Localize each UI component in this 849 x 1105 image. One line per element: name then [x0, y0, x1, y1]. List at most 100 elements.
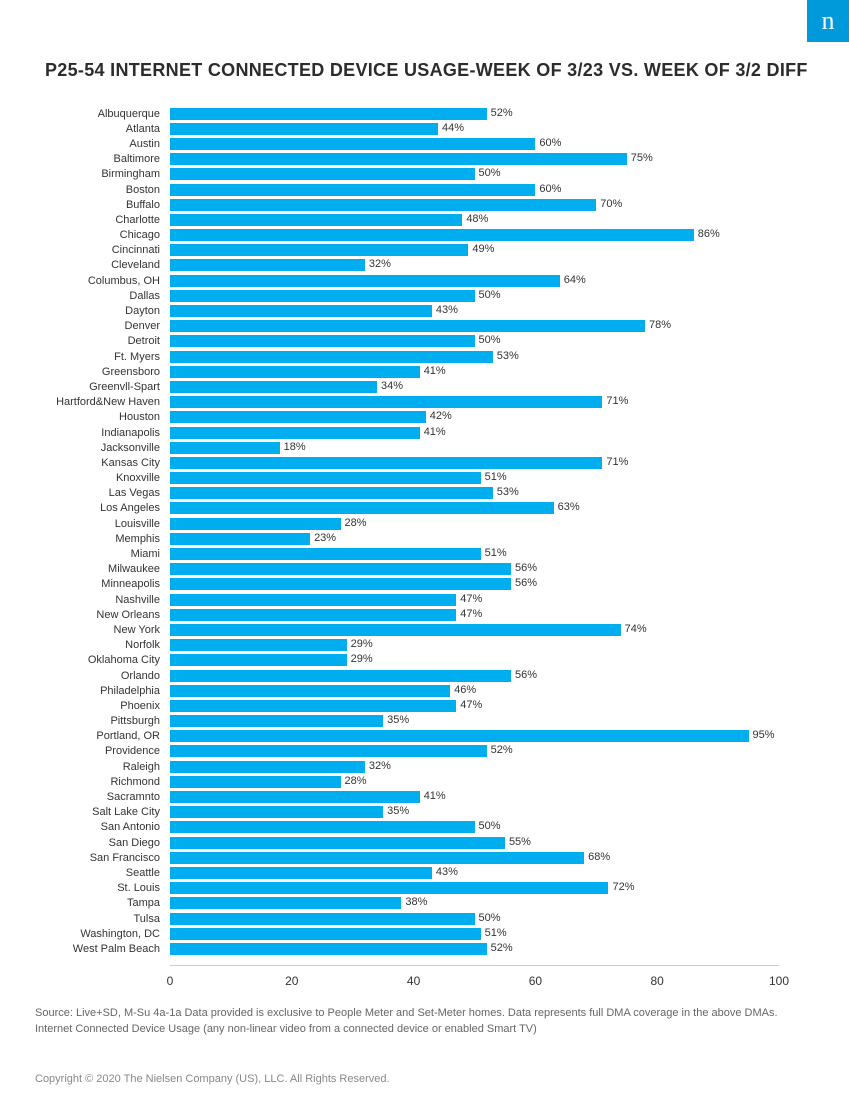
bar-value: 71% [606, 456, 628, 468]
bar-value: 47% [460, 608, 482, 620]
bar-value: 52% [491, 107, 513, 119]
x-axis: 020406080100 [170, 965, 779, 995]
bar-value: 74% [625, 623, 647, 635]
bar [170, 776, 341, 788]
bar [170, 897, 401, 909]
city-label: Jacksonville [30, 442, 165, 454]
bar [170, 290, 475, 302]
bar [170, 548, 481, 560]
bar-track: 41% [170, 427, 779, 439]
bar-track: 29% [170, 654, 779, 666]
bar-value: 34% [381, 380, 403, 392]
bar-track: 50% [170, 168, 779, 180]
bar-track: 95% [170, 730, 779, 742]
bar-row: Louisville28% [170, 516, 779, 531]
bar [170, 715, 383, 727]
city-label: Denver [30, 320, 165, 332]
city-label: Columbus, OH [30, 275, 165, 287]
bar-value: 75% [631, 152, 653, 164]
bar-track: 75% [170, 153, 779, 165]
city-label: Cincinnati [30, 244, 165, 256]
bar-value: 44% [442, 122, 464, 134]
city-label: West Palm Beach [30, 943, 165, 955]
bar-track: 50% [170, 821, 779, 833]
bar [170, 654, 347, 666]
bar [170, 229, 694, 241]
bar-row: Tulsa50% [170, 911, 779, 926]
bar-track: 47% [170, 609, 779, 621]
nielsen-logo: n [807, 0, 849, 42]
chart-title: P25-54 INTERNET CONNECTED DEVICE USAGE-W… [45, 60, 819, 81]
bar-value: 60% [539, 137, 561, 149]
bar [170, 411, 426, 423]
bar-row: Cleveland32% [170, 258, 779, 273]
bar-track: 60% [170, 184, 779, 196]
city-label: Austin [30, 138, 165, 150]
bar-row: San Francisco68% [170, 850, 779, 865]
bar [170, 351, 493, 363]
bar-row: Houston42% [170, 410, 779, 425]
city-label: Houston [30, 411, 165, 423]
bar [170, 670, 511, 682]
city-label: Buffalo [30, 199, 165, 211]
bar [170, 108, 487, 120]
source-text: Source: Live+SD, M-Su 4a-1a Data provide… [35, 1005, 799, 1038]
chart-container: n P25-54 INTERNET CONNECTED DEVICE USAGE… [0, 0, 849, 1105]
city-label: Greenvll-Spart [30, 381, 165, 393]
bar-row: Charlotte48% [170, 212, 779, 227]
bar-row: Ft. Myers53% [170, 349, 779, 364]
bar-track: 23% [170, 533, 779, 545]
city-label: New York [30, 624, 165, 636]
bar-row: Portland, OR95% [170, 729, 779, 744]
bar [170, 138, 535, 150]
bar-track: 71% [170, 457, 779, 469]
bar [170, 761, 365, 773]
bar-track: 52% [170, 745, 779, 757]
bar-row: San Antonio50% [170, 820, 779, 835]
bar [170, 457, 602, 469]
bar [170, 685, 450, 697]
bar [170, 396, 602, 408]
bar-value: 56% [515, 577, 537, 589]
bar-track: 52% [170, 108, 779, 120]
bar-value: 56% [515, 562, 537, 574]
bar [170, 821, 475, 833]
bar-value: 53% [497, 350, 519, 362]
bar-value: 35% [387, 714, 409, 726]
bar-track: 71% [170, 396, 779, 408]
city-label: Seattle [30, 867, 165, 879]
bar [170, 123, 438, 135]
city-label: Tampa [30, 897, 165, 909]
bar [170, 518, 341, 530]
bar-row: Birmingham50% [170, 167, 779, 182]
bar-row: San Diego55% [170, 835, 779, 850]
bar-value: 51% [485, 547, 507, 559]
bar-value: 48% [466, 213, 488, 225]
bar-track: 86% [170, 229, 779, 241]
bar-value: 47% [460, 593, 482, 605]
bar-row: Miami51% [170, 546, 779, 561]
bar-row: Greensboro41% [170, 364, 779, 379]
bar-value: 52% [491, 744, 513, 756]
city-label: San Antonio [30, 821, 165, 833]
bar-row: Seattle43% [170, 865, 779, 880]
bar-track: 48% [170, 214, 779, 226]
bar [170, 442, 280, 454]
bar-value: 29% [351, 653, 373, 665]
bar [170, 168, 475, 180]
bar-track: 50% [170, 290, 779, 302]
city-label: Milwaukee [30, 563, 165, 575]
bar-row: Denver78% [170, 319, 779, 334]
city-label: New Orleans [30, 609, 165, 621]
city-label: Minneapolis [30, 578, 165, 590]
bar-value: 29% [351, 638, 373, 650]
bar-track: 49% [170, 244, 779, 256]
bar-value: 41% [424, 426, 446, 438]
city-label: Kansas City [30, 457, 165, 469]
city-label: Louisville [30, 518, 165, 530]
bar [170, 609, 456, 621]
bar-row: Washington, DC51% [170, 926, 779, 941]
bar-track: 51% [170, 928, 779, 940]
bar-row: Jacksonville18% [170, 440, 779, 455]
bar [170, 305, 432, 317]
